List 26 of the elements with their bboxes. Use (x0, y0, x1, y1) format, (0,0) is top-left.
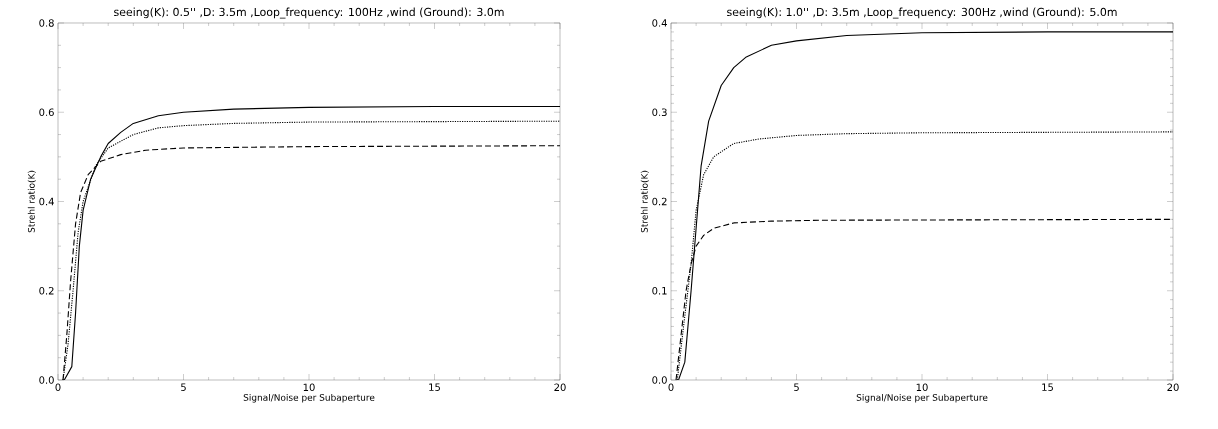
y-axis-title: Strehl ratio(K) (640, 170, 649, 233)
x-tick-label: 10 (916, 383, 928, 392)
chart-title: seeing(K): 1.0'' ,D: 3.5m ,Loop_frequency: 300Hz ,wind (Ground): 5.0m (727, 7, 1117, 19)
y-tick-label: 0.4 (652, 19, 667, 27)
y-tick-label: 0.2 (39, 286, 54, 295)
x-tick-label: 0 (55, 383, 61, 392)
x-tick-label: 15 (429, 383, 440, 391)
y-tick-label: 0.1 (652, 286, 667, 295)
y-tick-label: 0.6 (39, 108, 54, 117)
x-tick-label: 20 (1167, 383, 1179, 392)
x-tick-label: 5 (794, 383, 799, 391)
x-tick-label: 5 (181, 383, 186, 391)
y-axis-title: Strehl ratio(K) (27, 170, 36, 233)
x-tick-label: 0 (668, 383, 674, 392)
chart-title: seeing(K): 0.5'' ,D: 3.5m ,Loop_frequency: 100Hz ,wind (Ground): 3.0m (114, 7, 504, 19)
y-tick-label: 0.8 (39, 19, 54, 27)
y-tick-label: 0.4 (39, 197, 54, 206)
x-tick-label: 20 (554, 383, 566, 392)
x-tick-label: 15 (1042, 383, 1053, 391)
y-tick-label: 0.3 (652, 108, 667, 117)
y-tick-label: 0.2 (652, 197, 667, 206)
x-axis-title: Signal/Noise per Subaperture (243, 393, 375, 403)
y-tick-label: 0.0 (39, 376, 54, 384)
y-tick-label: 0.0 (652, 376, 667, 384)
x-axis-title: Signal/Noise per Subaperture (856, 393, 988, 403)
x-tick-label: 10 (303, 383, 315, 392)
